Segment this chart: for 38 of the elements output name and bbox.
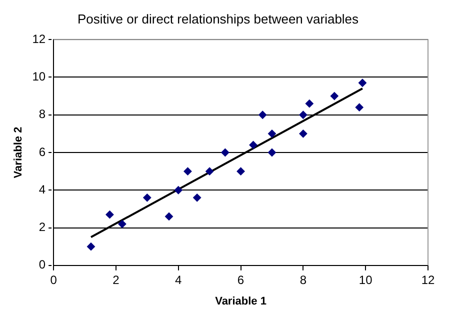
x-axis-title: Variable 1	[215, 295, 266, 308]
point	[143, 194, 152, 202]
point	[299, 130, 308, 138]
point	[330, 92, 338, 100]
x-tick-label: 0	[50, 272, 58, 287]
point	[249, 140, 258, 149]
x-tick-label: 6	[237, 272, 244, 287]
x-tick-label: 2	[112, 272, 120, 287]
y-tick-label: 2	[38, 220, 46, 234]
point	[268, 130, 276, 138]
point	[355, 103, 364, 112]
point	[305, 100, 314, 108]
point	[106, 210, 114, 219]
point	[221, 148, 230, 156]
x-tick-label: 10	[358, 272, 373, 287]
point	[358, 78, 366, 87]
y-tick-label: 0	[38, 258, 46, 272]
point	[268, 148, 276, 156]
y-tick-label: 12	[32, 32, 46, 46]
point	[206, 167, 214, 176]
point	[299, 110, 308, 119]
y-tick-label: 6	[38, 144, 46, 159]
x-tick-label: 8	[300, 272, 307, 287]
chart-title: Positive or direct relationships between variables	[77, 11, 360, 26]
point	[193, 194, 202, 202]
point	[165, 212, 174, 220]
x-tick-label: 12	[421, 272, 435, 287]
point	[184, 167, 192, 176]
y-tick-label: 10	[32, 70, 46, 84]
y-tick-label: 4	[38, 182, 46, 196]
y-tick-label: 8	[38, 107, 46, 122]
point	[118, 220, 126, 228]
point	[236, 167, 245, 176]
y-axis-title: Variable 2	[12, 126, 25, 178]
point	[174, 186, 182, 194]
x-tick-label: 4	[175, 272, 182, 287]
point	[86, 242, 95, 251]
point	[258, 110, 267, 119]
